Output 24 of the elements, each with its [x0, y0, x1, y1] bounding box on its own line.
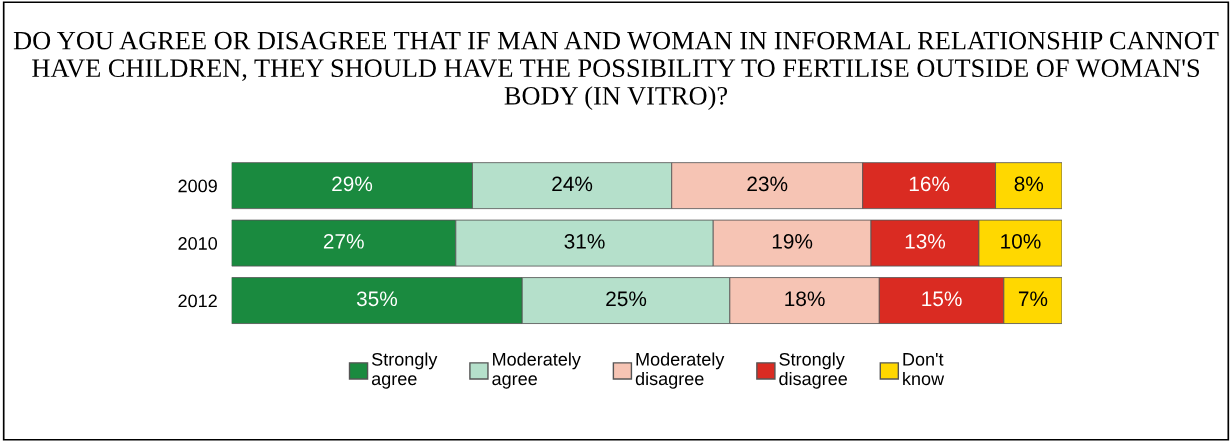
data-label: 16% — [909, 176, 950, 192]
data-label: 25% — [606, 291, 647, 307]
legend-label: Strongly disagree — [779, 352, 847, 389]
data-label: 24% — [552, 176, 593, 192]
y-tick-label: 2012 — [178, 294, 217, 308]
data-label: 19% — [772, 233, 813, 249]
legend-label: Moderately disagree — [635, 352, 725, 389]
data-label: 13% — [905, 233, 946, 249]
data-label: 15% — [922, 291, 962, 307]
data-label: 23% — [747, 176, 788, 192]
data-label: 7% — [1018, 291, 1048, 307]
y-tick-label: 2010 — [178, 237, 218, 250]
legend-label: Don't know — [903, 353, 945, 386]
data-label: 31% — [564, 233, 605, 249]
data-label: 27% — [323, 233, 364, 249]
data-label: 35% — [356, 291, 398, 307]
y-tick-label: 2009 — [178, 179, 217, 193]
data-label: 18% — [785, 291, 825, 307]
data-label: 8% — [1014, 176, 1044, 192]
chart-title: DO YOU AGREE OR DISAGREE THAT IF MAN AND WOMAN IN INFORMAL RELATIONSHIP CANNOT HAVE CHILDREN, THEY SHOULD HAVE THE POSSIBILITY TO FERTILISE OUTSIDE OF WOMAN'S BODY (IN VITRO)? — [13, 31, 1219, 111]
legend-label: Strongly agree — [371, 352, 438, 389]
data-label: 29% — [332, 176, 373, 192]
data-label: 10% — [1001, 233, 1041, 249]
legend-label: Moderately agree — [492, 352, 581, 389]
